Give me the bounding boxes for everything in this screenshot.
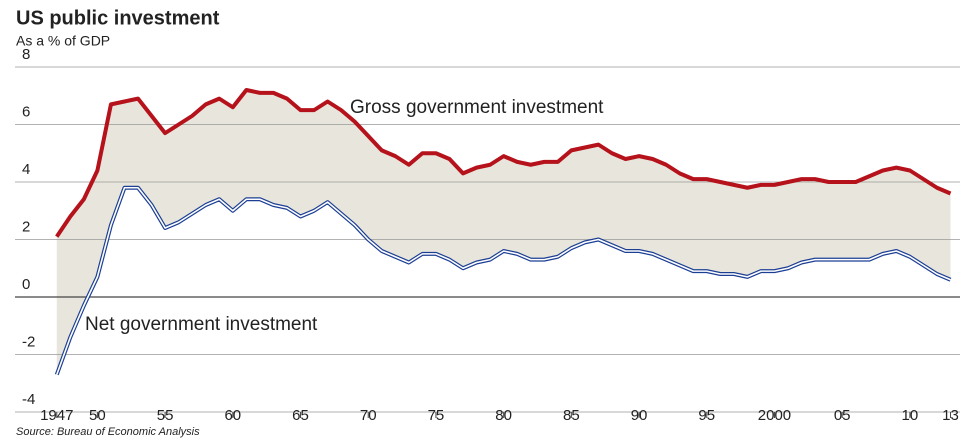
y-tick-label: -2	[22, 333, 35, 350]
x-tick-label: 95	[698, 407, 715, 424]
x-tick-label: 80	[495, 407, 512, 424]
x-tick-label: 50	[89, 407, 106, 424]
x-tick-label: 10	[902, 407, 919, 424]
series-label: Gross government investment	[350, 97, 604, 118]
x-tick-label: 13	[942, 407, 959, 424]
x-tick-label: 65	[292, 407, 309, 424]
source: Source: Bureau of Economic Analysis	[16, 426, 200, 438]
x-tick-label: 90	[631, 407, 648, 424]
y-tick-label: 0	[22, 276, 30, 293]
chart-title: US public investment	[16, 7, 220, 29]
x-tick-label: 2000	[758, 407, 791, 424]
x-tick-label: 1947	[40, 407, 73, 424]
y-tick-label: 8	[22, 46, 30, 63]
x-tick-label: 85	[563, 407, 580, 424]
series-line	[55, 88, 952, 238]
y-tick-label: 6	[22, 103, 30, 120]
x-tick-label: 70	[360, 407, 377, 424]
y-tick-label: -4	[22, 391, 35, 408]
chart-subtitle: As a % of GDP	[16, 33, 110, 49]
series-label: Net government investment	[85, 314, 318, 335]
y-tick-label: 4	[22, 161, 30, 178]
series-line-inner	[56, 186, 951, 375]
y-tick-label: 2	[22, 218, 30, 235]
area-between	[56, 90, 951, 375]
x-tick-label: 05	[834, 407, 851, 424]
x-tick-label: 55	[157, 407, 174, 424]
x-tick-label: 75	[428, 407, 445, 424]
x-tick-label: 60	[224, 407, 241, 424]
